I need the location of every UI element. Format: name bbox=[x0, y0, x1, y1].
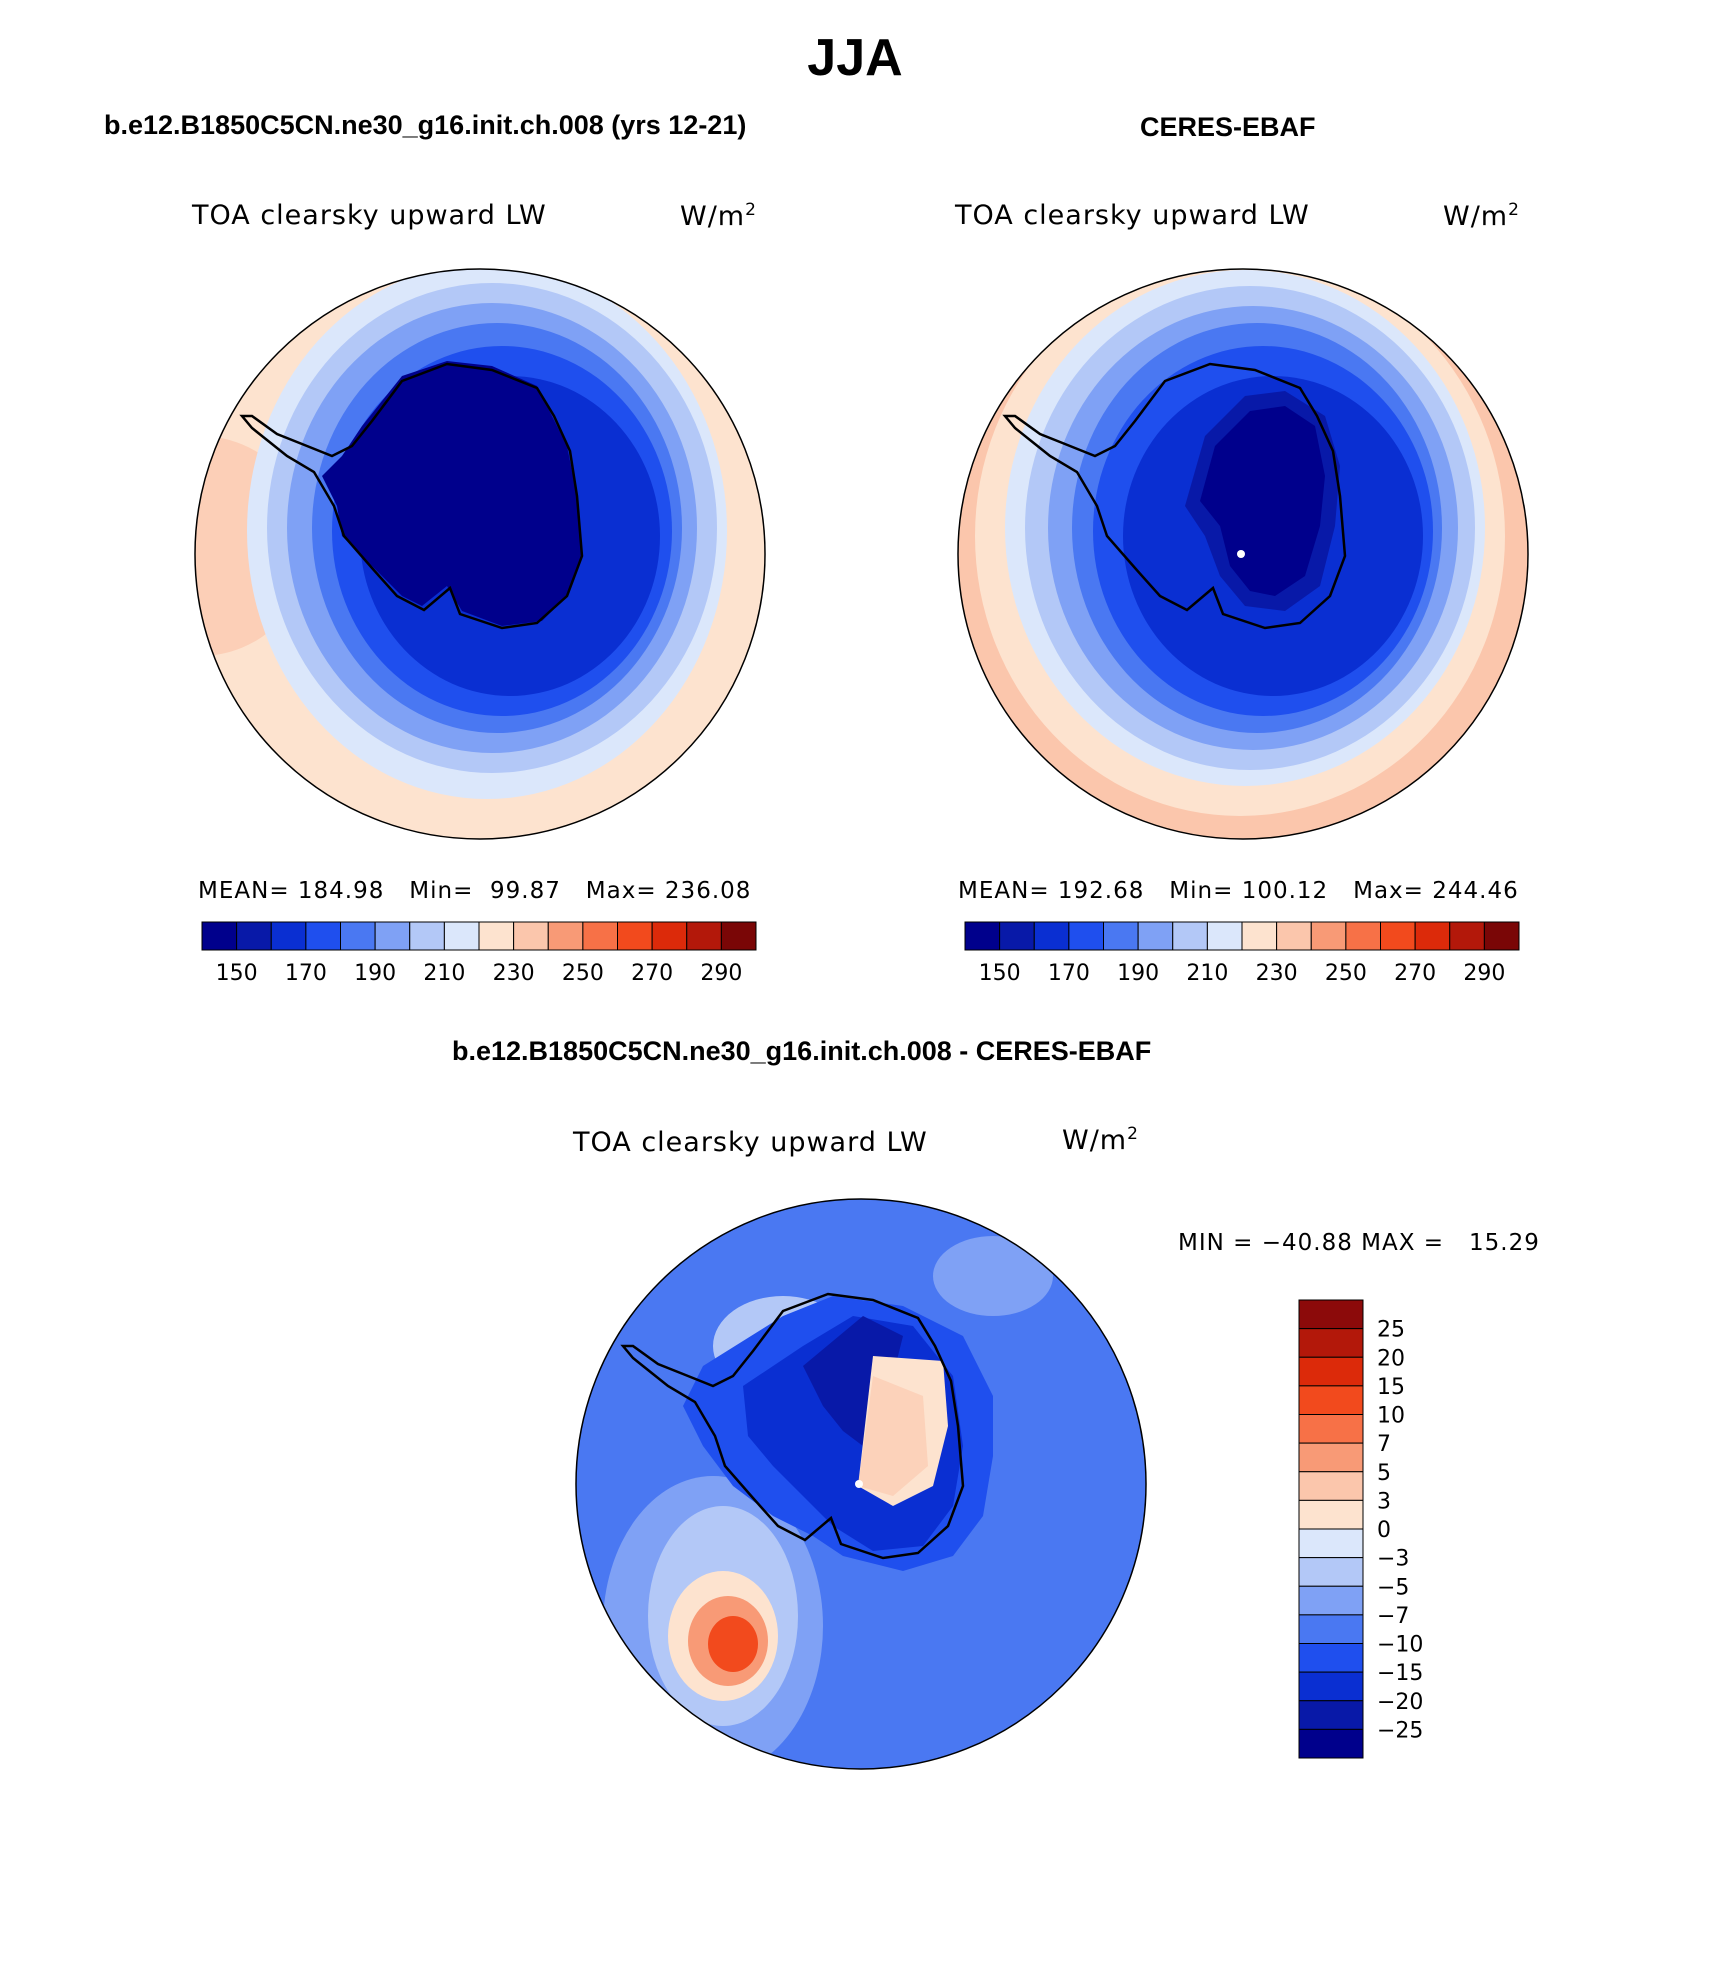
diff-colorbar-swatch bbox=[1298, 1328, 1364, 1358]
diff-colorbar-tick-label: 20 bbox=[1377, 1346, 1405, 1371]
obs-colorbar-swatch bbox=[1310, 921, 1347, 951]
panel1-variable: TOA clearsky upward LW bbox=[192, 200, 547, 231]
obs-colorbar-swatch bbox=[1068, 921, 1104, 951]
model-colorbar-swatch bbox=[409, 921, 445, 951]
panel1-heading: b.e12.B1850C5CN.ne30_g16.init.ch.008 (yr… bbox=[104, 110, 747, 140]
diff-colorbar-tick-label: 5 bbox=[1377, 1461, 1391, 1486]
obs-colorbar-swatch bbox=[1172, 921, 1208, 951]
diff-colorbar-tick-label: −7 bbox=[1377, 1604, 1409, 1629]
panel3-variable: TOA clearsky upward LW bbox=[573, 1127, 928, 1158]
obs-colorbar-tick-label: 190 bbox=[1117, 961, 1159, 986]
model-colorbar-swatch bbox=[305, 921, 341, 951]
panel3-stats: MIN = −40.88 MAX = 15.29 bbox=[1178, 1230, 1540, 1256]
obs-colorbar-swatch bbox=[1033, 921, 1070, 951]
panel2-variable: TOA clearsky upward LW bbox=[955, 200, 1310, 231]
obs-colorbar-tick-label: 250 bbox=[1325, 961, 1367, 986]
model-colorbar-swatch bbox=[686, 921, 722, 951]
diff-colorbar-tick-label: −25 bbox=[1377, 1718, 1423, 1743]
obs-colorbar-tick-label: 230 bbox=[1256, 961, 1298, 986]
diff-colorbar-swatch bbox=[1298, 1585, 1364, 1616]
diff-colorbar-tick-label: 15 bbox=[1377, 1375, 1405, 1400]
model-colorbar: 150 170 190 210 230 250 270 290 bbox=[201, 921, 757, 986]
panel3-units: W/m2 bbox=[1062, 1124, 1139, 1156]
obs-colorbar-tick-label: 170 bbox=[1048, 961, 1090, 986]
diff-colorbar-tick-label: −20 bbox=[1377, 1690, 1423, 1715]
obs-colorbar: 150 170 190 210 230 250 270 290 bbox=[964, 921, 1520, 986]
diff-colorbar-tick-label: 25 bbox=[1377, 1318, 1405, 1343]
obs-colorbar-swatch bbox=[1345, 921, 1381, 951]
model-colorbar-tick-label: 270 bbox=[631, 961, 673, 986]
diff-colorbar-swatch bbox=[1298, 1299, 1364, 1330]
panel1-units: W/m2 bbox=[680, 200, 757, 232]
obs-colorbar-swatch bbox=[1137, 921, 1174, 951]
diff-colorbar-swatch bbox=[1298, 1643, 1364, 1673]
model-colorbar-tick-label: 250 bbox=[562, 961, 604, 986]
obs-colorbar-swatch bbox=[1380, 921, 1416, 951]
model-colorbar-swatch bbox=[617, 921, 653, 951]
model-colorbar-tick-label: 210 bbox=[423, 961, 465, 986]
diff-colorbar-tick-label: −15 bbox=[1377, 1661, 1423, 1686]
model-colorbar-tick-label: 170 bbox=[285, 961, 327, 986]
model-colorbar-swatch bbox=[478, 921, 515, 951]
diff-colorbar-swatch bbox=[1298, 1671, 1364, 1702]
obs-colorbar-swatch bbox=[1414, 921, 1451, 951]
model-colorbar-swatch bbox=[236, 921, 272, 951]
obs-colorbar-tick-label: 210 bbox=[1186, 961, 1228, 986]
diff-polar-map bbox=[575, 1198, 1147, 1770]
model-colorbar-swatch bbox=[443, 921, 480, 951]
model-colorbar-tick-label: 230 bbox=[493, 961, 535, 986]
model-colorbar-swatch bbox=[582, 921, 618, 951]
obs-colorbar-swatch bbox=[1483, 921, 1520, 951]
diff-colorbar-swatch bbox=[1298, 1614, 1364, 1644]
model-colorbar-swatch bbox=[547, 921, 584, 951]
diff-colorbar: 25 20 15 10 7 5 3 0 −3 −5 −7 −10 −15 −20 −25 bbox=[1298, 1299, 1423, 1759]
obs-colorbar-tick-label: 270 bbox=[1394, 961, 1436, 986]
panel3-heading: b.e12.B1850C5CN.ne30_g16.init.ch.008 - C… bbox=[452, 1036, 1152, 1066]
diff-colorbar-tick-label: −5 bbox=[1377, 1575, 1409, 1600]
diff-colorbar-swatch bbox=[1298, 1728, 1364, 1759]
model-colorbar-swatch bbox=[513, 921, 549, 951]
obs-colorbar-tick-label: 150 bbox=[979, 961, 1021, 986]
diff-colorbar-tick-label: 0 bbox=[1377, 1518, 1391, 1543]
obs-colorbar-swatch bbox=[964, 921, 1001, 951]
model-colorbar-swatch bbox=[374, 921, 411, 951]
diff-colorbar-tick-label: 3 bbox=[1377, 1489, 1391, 1514]
model-polar-map bbox=[194, 268, 766, 840]
panel1-stats: MEAN= 184.98 Min= 99.87 Max= 236.08 bbox=[198, 878, 752, 904]
diff-colorbar-swatch bbox=[1298, 1700, 1364, 1730]
diff-colorbar-swatch bbox=[1298, 1557, 1364, 1587]
model-colorbar-tick-label: 150 bbox=[216, 961, 258, 986]
model-colorbar-swatch bbox=[201, 921, 238, 951]
diff-colorbar-swatch bbox=[1298, 1442, 1364, 1473]
model-colorbar-swatch bbox=[720, 921, 757, 951]
obs-colorbar-swatch bbox=[1276, 921, 1312, 951]
diff-colorbar-tick-label: −3 bbox=[1377, 1547, 1409, 1572]
diff-colorbar-swatch bbox=[1298, 1499, 1364, 1530]
diff-colorbar-tick-label: 7 bbox=[1377, 1432, 1391, 1457]
model-colorbar-tick-label: 190 bbox=[354, 961, 396, 986]
panel2-stats: MEAN= 192.68 Min= 100.12 Max= 244.46 bbox=[958, 878, 1519, 904]
obs-colorbar-tick-label: 290 bbox=[1463, 961, 1505, 986]
diff-colorbar-swatch bbox=[1298, 1385, 1364, 1415]
model-colorbar-swatch bbox=[651, 921, 688, 951]
model-colorbar-swatch bbox=[340, 921, 376, 951]
main-title: JJA bbox=[807, 29, 903, 87]
diff-colorbar-swatch bbox=[1298, 1471, 1364, 1501]
diff-colorbar-tick-label: 10 bbox=[1377, 1404, 1405, 1429]
obs-colorbar-swatch bbox=[1241, 921, 1278, 951]
obs-colorbar-swatch bbox=[1206, 921, 1243, 951]
panel2-heading: CERES-EBAF bbox=[1140, 112, 1316, 142]
diff-colorbar-tick-label: −10 bbox=[1377, 1633, 1423, 1658]
panel2-units: W/m2 bbox=[1443, 200, 1520, 232]
model-colorbar-swatch bbox=[270, 921, 307, 951]
obs-colorbar-swatch bbox=[1103, 921, 1139, 951]
obs-colorbar-swatch bbox=[999, 921, 1035, 951]
diff-colorbar-swatch bbox=[1298, 1528, 1364, 1559]
diff-colorbar-swatch bbox=[1298, 1356, 1364, 1387]
obs-colorbar-swatch bbox=[1449, 921, 1485, 951]
obs-polar-map bbox=[957, 268, 1529, 840]
model-colorbar-tick-label: 290 bbox=[700, 961, 742, 986]
diff-colorbar-swatch bbox=[1298, 1414, 1364, 1444]
